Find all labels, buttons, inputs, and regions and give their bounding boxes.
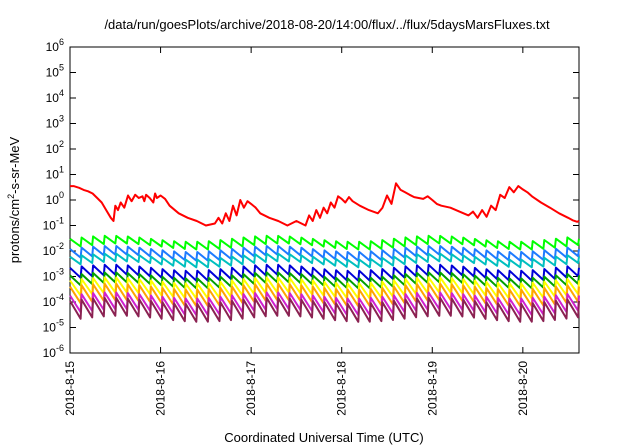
y-tick-base: 10 bbox=[46, 117, 60, 131]
y-tick-base: 10 bbox=[43, 295, 57, 309]
y-tick-exponent: -3 bbox=[56, 267, 64, 277]
series-layer bbox=[69, 182, 580, 323]
y-tick-exponent: -4 bbox=[56, 292, 64, 302]
y-tick-exponent: -2 bbox=[56, 241, 64, 251]
series-line bbox=[69, 234, 580, 251]
y-tick-label: 10-4 bbox=[43, 292, 64, 309]
y-tick-label: 101 bbox=[46, 165, 64, 182]
y-tick-label: 103 bbox=[46, 114, 64, 131]
y-tick-base: 10 bbox=[43, 321, 57, 335]
y-tick-label: 10-2 bbox=[43, 241, 64, 258]
x-tick-label: 2018-8-17 bbox=[244, 361, 258, 416]
x-tick-label: 2018-8-19 bbox=[425, 361, 439, 416]
x-tick-label: 2018-8-18 bbox=[335, 361, 349, 416]
y-tick-exponent: 6 bbox=[59, 37, 64, 47]
y-tick-base: 10 bbox=[46, 40, 60, 54]
y-tick-base: 10 bbox=[43, 244, 57, 258]
series-line bbox=[69, 263, 580, 282]
y-tick-exponent: 4 bbox=[59, 88, 64, 98]
y-tick-base: 10 bbox=[46, 193, 60, 207]
y-tick-label: 104 bbox=[46, 88, 64, 105]
y-tick-exponent: 5 bbox=[59, 63, 64, 73]
y-tick-label: 10-3 bbox=[43, 267, 64, 284]
y-tick-label: 105 bbox=[46, 63, 64, 80]
y-tick-exponent: -5 bbox=[56, 318, 64, 328]
y-tick-exponent: 2 bbox=[59, 139, 64, 149]
y-tick-label: 10-6 bbox=[43, 343, 64, 360]
x-tick-label: 2018-8-15 bbox=[63, 361, 77, 416]
y-axis-label: protons/cm2-s-sr-MeV bbox=[6, 136, 22, 263]
series-line bbox=[69, 296, 580, 323]
y-axis-label-rest: -s-sr-MeV bbox=[7, 136, 22, 193]
y-tick-base: 10 bbox=[46, 91, 60, 105]
x-tick-label: 2018-8-16 bbox=[154, 361, 168, 416]
y-tick-base: 10 bbox=[46, 168, 60, 182]
x-axis-ticks: 2018-8-15 2018-8-16 2018-8-17 2018-8-18 2018… bbox=[63, 47, 530, 416]
y-tick-exponent: -1 bbox=[56, 216, 64, 226]
plot-area: 10610510410310210110010-110-210-310-410-… bbox=[43, 37, 580, 416]
y-tick-label: 10-5 bbox=[43, 318, 64, 335]
series-line bbox=[69, 245, 580, 262]
y-tick-exponent: 0 bbox=[59, 190, 64, 200]
y-tick-label: 100 bbox=[46, 190, 64, 207]
series-line bbox=[69, 252, 580, 269]
y-tick-label: 102 bbox=[46, 139, 64, 156]
y-tick-exponent: -6 bbox=[56, 343, 64, 353]
y-tick-label: 10-1 bbox=[43, 216, 64, 233]
y-tick-base: 10 bbox=[46, 66, 60, 80]
y-axis-ticks: 10610510410310210110010-110-210-310-410-… bbox=[43, 37, 579, 360]
x-axis-label: Coordinated Universal Time (UTC) bbox=[224, 430, 423, 445]
y-tick-label: 106 bbox=[46, 37, 64, 54]
series-line bbox=[70, 182, 580, 227]
y-axis-label-sup: 2 bbox=[6, 194, 16, 199]
y-tick-base: 10 bbox=[46, 142, 60, 156]
y-tick-base: 10 bbox=[43, 270, 57, 284]
x-tick-label: 2018-8-20 bbox=[516, 361, 530, 416]
y-axis-label-main: protons/cm bbox=[7, 199, 22, 263]
y-tick-base: 10 bbox=[43, 219, 57, 233]
chart-title: /data/run/goesPlots/archive/2018-08-20/1… bbox=[104, 17, 550, 32]
y-tick-base: 10 bbox=[43, 346, 57, 360]
y-tick-exponent: 3 bbox=[59, 114, 64, 124]
y-tick-exponent: 1 bbox=[59, 165, 64, 175]
